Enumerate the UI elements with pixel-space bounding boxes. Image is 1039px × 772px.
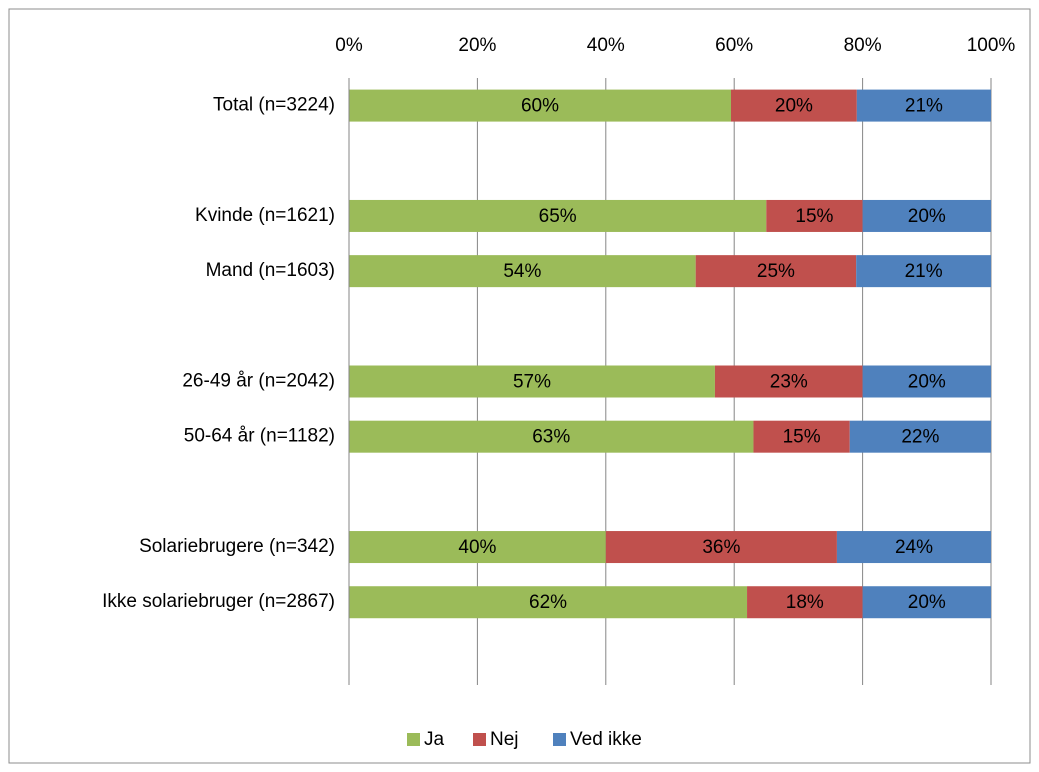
data-label: 23% xyxy=(770,372,808,393)
bar-segment xyxy=(862,586,991,619)
bar-segment xyxy=(862,199,991,232)
bar-segment xyxy=(605,531,837,564)
bar-segment xyxy=(730,89,857,122)
bar-segment xyxy=(862,365,991,398)
x-tick-label: 40% xyxy=(587,35,625,56)
y-tick-label: 50-64 år (n=1182) xyxy=(184,426,335,447)
bar-segment xyxy=(849,420,991,453)
bar-segment xyxy=(747,586,863,619)
bar-segment xyxy=(349,420,754,453)
x-tick-label: 100% xyxy=(967,35,1016,56)
data-label: 20% xyxy=(908,592,946,613)
bar-segment xyxy=(856,89,991,122)
data-label: 63% xyxy=(532,427,570,448)
y-tick-label: Mand (n=1603) xyxy=(206,260,335,281)
bar-segment xyxy=(349,255,696,288)
bar-segment xyxy=(753,420,850,453)
data-label: 65% xyxy=(539,206,577,227)
legend-swatch xyxy=(407,733,420,746)
data-label: 57% xyxy=(513,372,551,393)
bar-segment xyxy=(349,365,715,398)
data-label: 21% xyxy=(905,96,943,117)
data-label: 36% xyxy=(702,537,740,558)
data-label: 62% xyxy=(529,592,567,613)
bar-segment xyxy=(349,531,606,564)
data-label: 18% xyxy=(786,592,824,613)
data-label: 40% xyxy=(458,537,496,558)
data-label: 60% xyxy=(521,96,559,117)
x-tick-label: 60% xyxy=(715,35,753,56)
data-label: 24% xyxy=(895,537,933,558)
bar-segment xyxy=(836,531,991,564)
x-tick-label: 80% xyxy=(844,35,882,56)
legend-swatch xyxy=(473,733,486,746)
legend-label: Ved ikke xyxy=(570,729,642,750)
data-label: 20% xyxy=(908,372,946,393)
y-tick-label: Ikke solariebruger (n=2867) xyxy=(102,591,335,612)
legend-swatch xyxy=(553,733,566,746)
y-tick-label: Kvinde (n=1621) xyxy=(195,205,335,226)
legend-label: Nej xyxy=(490,729,519,750)
chart-frame xyxy=(8,8,1031,764)
x-tick-label: 0% xyxy=(335,35,363,56)
bar-segment xyxy=(714,365,863,398)
data-label: 54% xyxy=(503,261,541,282)
bar-segment xyxy=(349,89,731,122)
y-tick-label: 26-49 år (n=2042) xyxy=(182,371,335,392)
data-label: 15% xyxy=(783,427,821,448)
data-label: 20% xyxy=(775,96,813,117)
data-label: 15% xyxy=(795,206,833,227)
data-label: 20% xyxy=(908,206,946,227)
bar-segment xyxy=(349,199,767,232)
bar-segment xyxy=(766,199,863,232)
legend-label: Ja xyxy=(424,729,445,750)
bar-segment xyxy=(856,255,991,288)
bar-segment xyxy=(695,255,857,288)
y-tick-label: Total (n=3224) xyxy=(213,95,335,116)
data-label: 25% xyxy=(757,261,795,282)
bar-segment xyxy=(349,586,748,619)
data-label: 21% xyxy=(905,261,943,282)
data-label: 22% xyxy=(901,427,939,448)
y-tick-label: Solariebrugere (n=342) xyxy=(139,536,335,557)
x-tick-label: 20% xyxy=(458,35,496,56)
